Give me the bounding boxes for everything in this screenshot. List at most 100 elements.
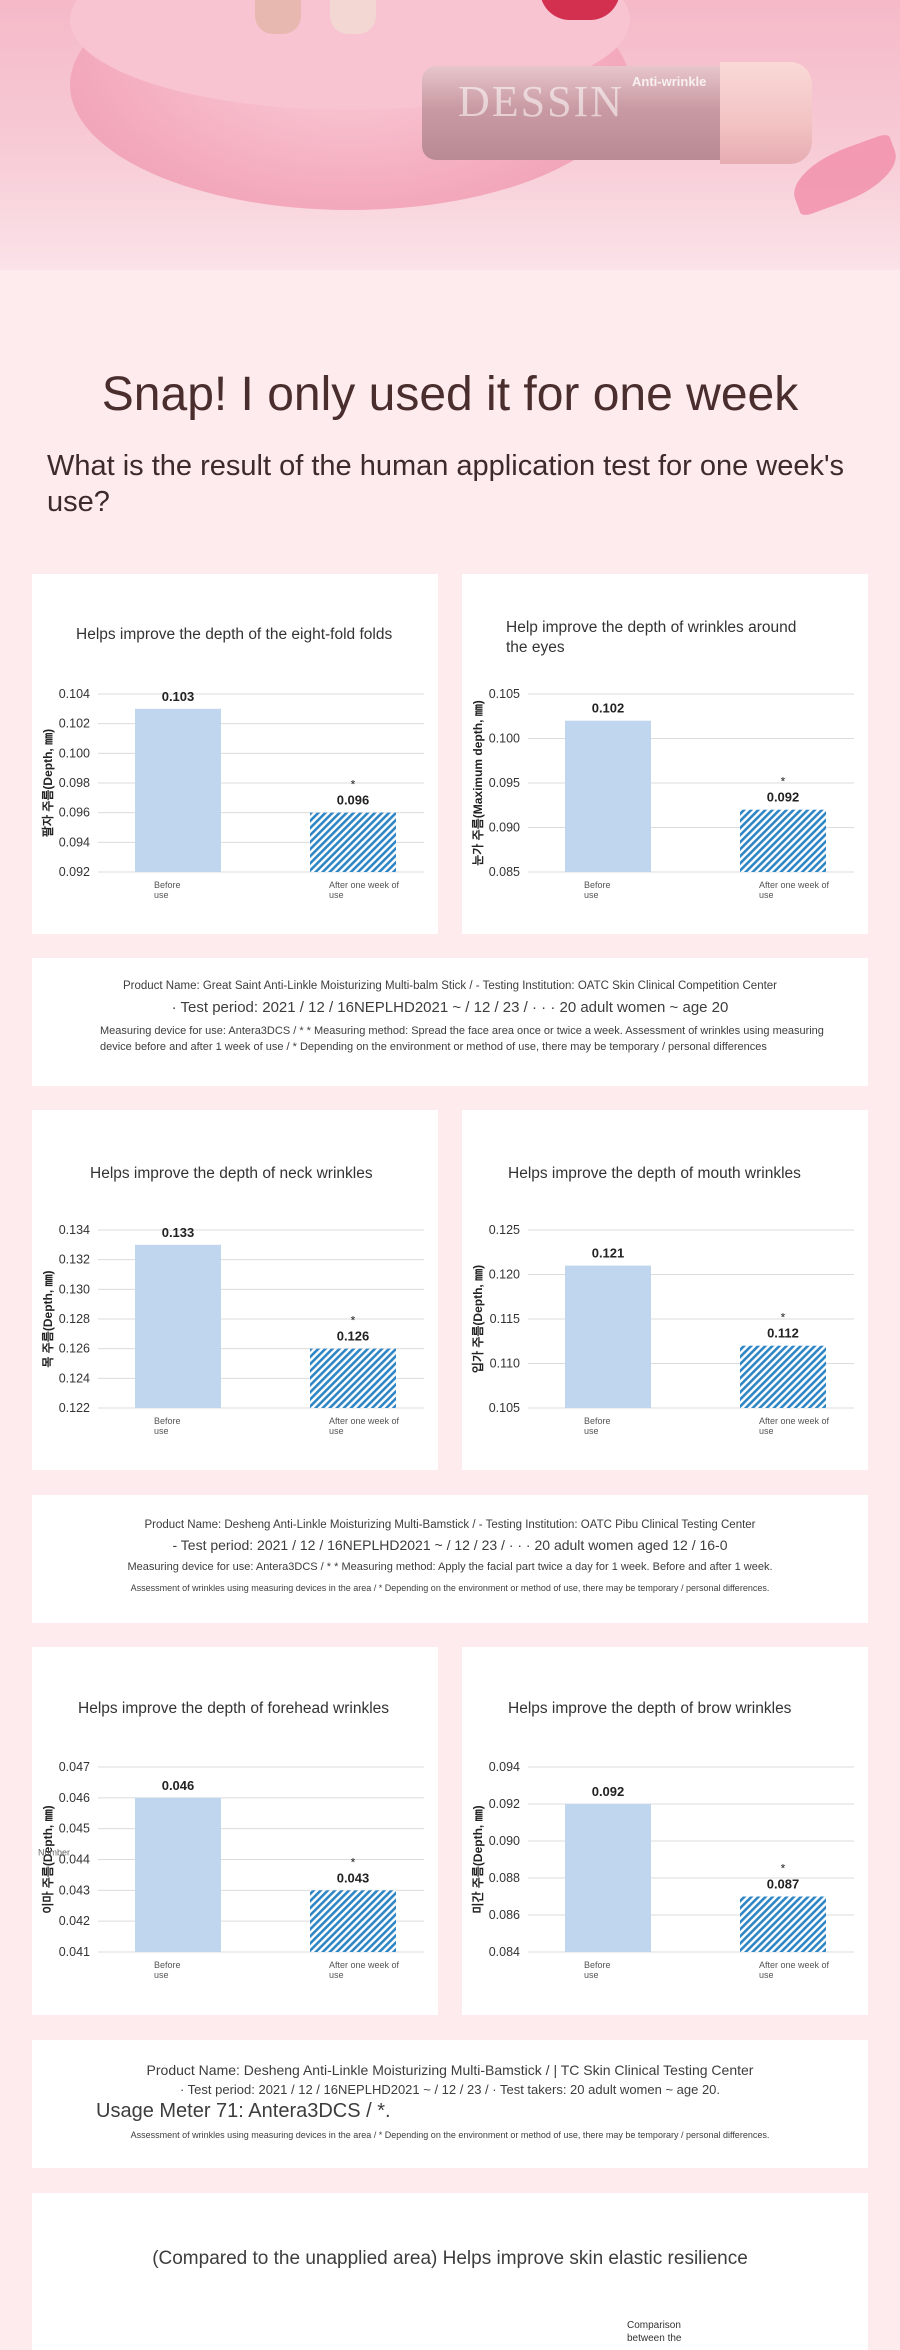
x-label-line: After one week of [329, 1416, 400, 1426]
x-label-after: After one week of use [759, 1960, 830, 1980]
y-tick-label: 0.124 [59, 1371, 90, 1385]
y-tick-label: 0.086 [489, 1908, 520, 1922]
y-tick-label: 0.125 [489, 1223, 520, 1237]
bar-chart: 0.122 0.124 0.126 0.128 0.130 0.132 0.134 목 주름(… [40, 1223, 424, 1436]
test-info-product: Product Name: Great Saint Anti-Linkle Mo… [122, 980, 778, 992]
jar-shape [255, 0, 301, 34]
chart-card: Helps improve the depth of the eight-fol… [32, 574, 438, 934]
bar-after [310, 1348, 396, 1408]
data-label-before: 0.121 [592, 1246, 625, 1261]
significance-marker: * [781, 775, 786, 789]
brand-logo: DESSIN [458, 77, 625, 126]
test-info-period: · Test period: 2021 / 12 / 16NEPLHD2021 … [179, 2082, 721, 2097]
y-tick-label: 0.132 [59, 1253, 90, 1267]
data-label-before: 0.103 [162, 689, 195, 704]
x-label-line: After one week of [329, 880, 400, 890]
page-subtitle: What is the result of the human applicat… [47, 450, 845, 518]
bar-after [740, 1896, 826, 1952]
data-label-after: 0.043 [337, 1870, 370, 1885]
x-label-line: Before [154, 1416, 181, 1426]
y-tick-label: 0.104 [59, 687, 90, 701]
product-stick [422, 66, 722, 160]
bar-before [135, 1797, 221, 1952]
y-tick-label: 0.046 [59, 1791, 90, 1805]
chart-title: Help improve the depth of wrinkles aroun… [506, 619, 797, 656]
test-info-product: Product Name: Desheng Anti-Linkle Moistu… [144, 1519, 756, 1531]
y-axis-label: 입가 주름(Depth, ㎜) [470, 1265, 485, 1373]
x-label-after: After one week of use [759, 1416, 830, 1436]
x-label-line: use [759, 1426, 774, 1436]
chart-title: Helps improve the depth of the eight-fol… [76, 626, 393, 643]
x-label-after: After one week of use [759, 880, 830, 900]
data-label-before: 0.092 [592, 1784, 625, 1799]
bar-before [135, 1244, 221, 1408]
y-tick-label: 0.084 [489, 1945, 520, 1959]
x-label-before: Before use [154, 880, 181, 900]
elastic-title: (Compared to the unapplied area) Helps i… [152, 2248, 748, 2269]
y-tick-label: 0.092 [489, 1797, 520, 1811]
y-tick-label: 0.047 [59, 1760, 90, 1774]
product-stick-cap [720, 62, 812, 164]
y-tick-label: 0.094 [489, 1760, 520, 1774]
test-info-disclaimer: Assessment of wrinkles using measuring d… [130, 1583, 770, 1593]
y-tick-label: 0.100 [59, 746, 90, 760]
chart-title: Helps improve the depth of forehead wrin… [78, 1700, 390, 1717]
y-tick-label: 0.128 [59, 1312, 90, 1326]
y-tick-label: 0.130 [59, 1282, 90, 1296]
bar-chart: 0.105 0.110 0.115 0.120 0.125 입가 주름(Depth, ㎜)… [470, 1223, 854, 1436]
test-info-card: Product Name: Desheng Anti-Linkle Moistu… [32, 2040, 868, 2168]
chart-card: Helps improve the depth of mouth wrinkle… [462, 1110, 868, 1470]
chart-card: Helps improve the depth of forehead wrin… [32, 1647, 438, 2015]
jar-shape [330, 0, 376, 34]
x-label-line: After one week of [329, 1960, 400, 1970]
y-tick-label: 0.100 [489, 732, 520, 746]
y-axis-label: 팔자 주름(Depth, ㎜) [40, 729, 55, 837]
test-info-period: · Test period: 2021 / 12 / 16NEPLHD2021 … [171, 999, 729, 1016]
y-tick-label: 0.115 [490, 1312, 520, 1326]
x-label-after: After one week of use [329, 1960, 400, 1980]
data-label-before: 0.133 [162, 1225, 195, 1240]
y-tick-label: 0.134 [59, 1223, 90, 1237]
y-tick-label: 0.105 [489, 687, 520, 701]
data-label-after: 0.087 [767, 1877, 800, 1892]
y-tick-label: 0.102 [59, 717, 90, 731]
chart-card: Helps improve the depth of neck wrinkles… [32, 1110, 438, 1470]
data-label-before: 0.102 [592, 701, 625, 716]
y-tick-label: 0.110 [490, 1357, 520, 1371]
y-tick-label: 0.043 [59, 1883, 90, 1897]
significance-marker: * [351, 1314, 356, 1328]
bar-before [565, 1265, 651, 1408]
y-axis-label: 이마 주름(Depth, ㎜) [40, 1805, 55, 1913]
x-label-line: Before [584, 1416, 611, 1426]
x-label-line: use [329, 1970, 344, 1980]
y-tick-label: 0.092 [59, 865, 90, 879]
x-label-line: use [329, 1426, 344, 1436]
y-tick-label: 0.095 [489, 776, 520, 790]
bar-after [310, 812, 396, 872]
x-label-line: use [759, 890, 774, 900]
brand-subtext: Anti-wrinkle [632, 74, 707, 89]
test-info-device: Usage Meter 71: Antera3DCS / *. [96, 2100, 391, 2122]
x-label-before: Before use [584, 1416, 611, 1436]
y-tick-label: 0.041 [59, 1945, 90, 1959]
y-tick-label: 0.045 [59, 1822, 90, 1836]
x-label-before: Before use [584, 1960, 611, 1980]
test-info-card: Product Name: Desheng Anti-Linkle Moistu… [32, 1495, 868, 1623]
test-info-method: Measuring device for use: Antera3DCS / *… [127, 1561, 773, 1573]
test-info-card: Product Name: Great Saint Anti-Linkle Mo… [32, 958, 868, 1086]
test-info-product: Product Name: Desheng Anti-Linkle Moistu… [146, 2062, 754, 2078]
x-label-before: Before use [584, 880, 611, 900]
y-tick-label: 0.090 [489, 821, 520, 835]
test-info-disclaimer: Assessment of wrinkles using measuring d… [130, 2130, 770, 2140]
y-tick-label: 0.105 [489, 1401, 520, 1415]
bar-chart: 0.085 0.090 0.095 0.100 0.105 눈가 주름(Maximum d… [470, 687, 854, 900]
significance-marker: * [351, 1855, 356, 1869]
x-label-line: use [329, 890, 344, 900]
elastic-legend: Comparison between the [627, 2320, 682, 2344]
x-label-line: After one week of [759, 1960, 830, 1970]
data-label-before: 0.046 [162, 1778, 195, 1793]
y-tick-label: 0.042 [59, 1914, 90, 1928]
y-tick-label: 0.096 [59, 806, 90, 820]
x-label-line: use [584, 1426, 599, 1436]
data-label-after: 0.096 [337, 793, 370, 808]
